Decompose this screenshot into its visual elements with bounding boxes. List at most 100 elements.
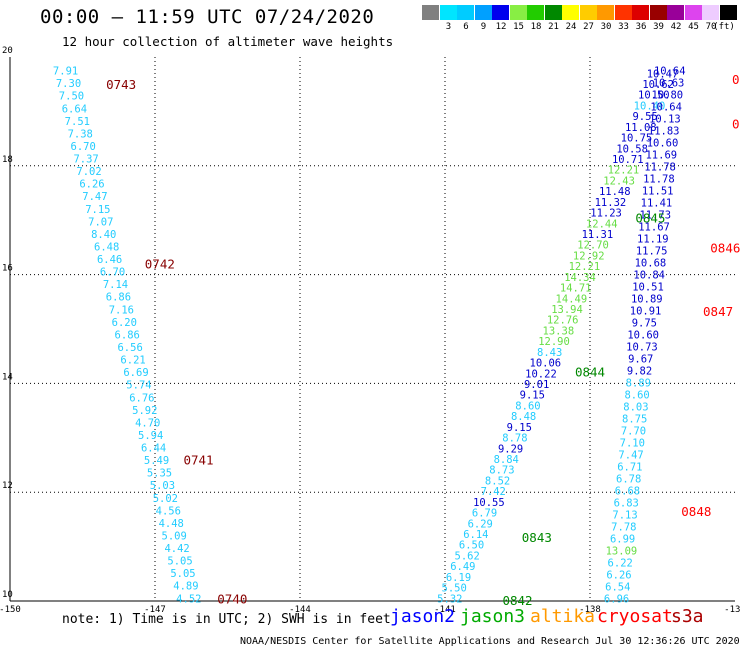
swh-value-label: 9.75 — [632, 317, 657, 329]
footnote: note: 1) Time is in UTC; 2) SWH is in fe… — [62, 612, 391, 627]
swh-value-label: 14.71 — [560, 283, 592, 295]
swh-value-label: 12.21 — [608, 165, 640, 177]
scale-swatch — [544, 5, 562, 20]
chart-subtitle: 12 hour collection of altimeter wave hei… — [62, 34, 394, 49]
swh-value-label: 10.22 — [525, 368, 557, 380]
swh-value-label: 11.41 — [641, 198, 673, 210]
scale-swatch — [702, 5, 719, 20]
swh-value-label: 6.86 — [106, 292, 131, 304]
pass-time-label: 0846 — [732, 116, 740, 131]
swh-value-label: 6.78 — [616, 473, 641, 485]
swh-value-label: 6.96 — [604, 593, 629, 605]
scale-label: 21 — [548, 22, 559, 32]
swh-value-label: 4.42 — [164, 543, 189, 555]
swh-value-label: 6.46 — [97, 254, 122, 266]
swh-value-label: 12.92 — [573, 250, 605, 262]
swh-value-label: 6.69 — [123, 367, 148, 379]
scale-swatch — [649, 5, 667, 20]
swh-value-label: 5.49 — [144, 455, 169, 467]
swh-value-label: 9.01 — [524, 379, 549, 391]
swh-value-label: 9.15 — [507, 422, 532, 434]
swh-value-label: 10.13 — [649, 114, 681, 126]
swh-value-label: 10.58 — [616, 143, 648, 155]
swh-value-label: 7.30 — [56, 78, 81, 90]
swh-value-label: 7.37 — [73, 154, 98, 166]
swh-value-label: 9.29 — [498, 443, 523, 455]
swh-value-label: 8.40 — [91, 229, 116, 241]
swh-value-label: 6.19 — [446, 572, 471, 584]
swh-value-label: 8.48 — [511, 411, 536, 423]
scale-label: 18 — [530, 22, 542, 32]
scale-swatch — [422, 5, 439, 20]
swh-value-label: 7.42 — [481, 486, 506, 498]
swh-value-label: 4.48 — [159, 518, 184, 530]
swh-value-label: 6.83 — [614, 497, 639, 509]
swh-value-label: 11.23 — [590, 208, 622, 220]
swh-value-label: 6.22 — [608, 557, 633, 569]
pass-time-label: 0843 — [522, 530, 552, 545]
swh-value-label: 8.78 — [502, 433, 527, 445]
scale-label: 15 — [513, 22, 524, 32]
swh-value-label: 11.19 — [637, 233, 669, 245]
swh-value-label: 10.55 — [473, 497, 505, 509]
swh-value-label: 10.63 — [653, 78, 685, 90]
swh-value-label: 8.52 — [485, 475, 510, 487]
swh-value-label: 6.56 — [117, 342, 142, 354]
legend-item-altika: altika — [530, 606, 596, 627]
x-tick-label: -141 — [434, 605, 456, 615]
swh-value-label: 10.62 — [642, 79, 674, 91]
swh-value-label: 11.48 — [599, 186, 631, 198]
swh-value-label: 6.50 — [459, 540, 484, 552]
swh-value-label: 6.21 — [120, 355, 145, 367]
swh-value-label: 8.03 — [623, 401, 648, 413]
scale-label: 33 — [618, 22, 629, 32]
swh-value-label: 11.51 — [642, 186, 674, 198]
swh-value-label: 9.82 — [627, 365, 652, 377]
swh-value-label: 5.92 — [132, 405, 157, 417]
swh-value-label: 7.91 — [53, 66, 78, 78]
scale-swatch — [509, 5, 527, 20]
y-tick-label: 14 — [2, 372, 13, 382]
swh-value-label: 6.54 — [605, 581, 630, 593]
scale-label: 30 — [600, 22, 612, 32]
swh-value-label: 10.51 — [632, 281, 664, 293]
swh-value-label: 11.78 — [643, 174, 675, 186]
swh-value-label: 4.70 — [135, 417, 160, 429]
scale-swatch — [632, 5, 649, 20]
swh-value-label: 6.76 — [129, 392, 154, 404]
x-tick-label: -147 — [144, 605, 166, 615]
swh-value-label: 5.02 — [153, 493, 178, 505]
swh-value-label: 5.03 — [150, 480, 175, 492]
swh-value-label: 11.08 — [625, 122, 657, 134]
swh-value-label: 7.07 — [88, 216, 113, 228]
swh-value-label: 6.44 — [141, 443, 166, 455]
scale-label: 24 — [565, 22, 577, 32]
swh-value-label: 10.68 — [635, 257, 667, 269]
swh-value-label: 6.26 — [79, 179, 104, 191]
swh-value-label: 7.10 — [620, 437, 645, 449]
pass-time-label: 0844 — [575, 364, 605, 379]
x-tick-label: -135 — [724, 605, 740, 615]
swh-value-label: 6.70 — [100, 267, 125, 279]
x-tick-label: -150 — [0, 605, 21, 615]
pass-time-label: 0845 — [732, 72, 740, 87]
swh-value-label: 10.84 — [633, 269, 665, 281]
scale-swatch — [457, 5, 474, 20]
swh-value-label: 8.43 — [537, 347, 562, 359]
scale-swatch — [684, 5, 702, 20]
scale-swatch — [527, 5, 544, 20]
swh-value-label: 12.44 — [586, 218, 618, 230]
time-labels: 0743 0742 0741 0740 0842 0843 0844 0845 0846 0845… — [106, 59, 740, 608]
legend-item-cryosat: cryosat — [597, 606, 673, 627]
swh-value-label: 7.47 — [618, 449, 643, 461]
swh-value-label: 8.60 — [624, 389, 649, 401]
swh-value-label: 10.91 — [630, 305, 662, 317]
swh-value-label: 10.60 — [647, 138, 679, 150]
swh-value-label: 14.34 — [564, 272, 596, 284]
swh-value-label: 7.13 — [612, 509, 637, 521]
swh-value-label: 8.89 — [626, 377, 651, 389]
swh-value-label: 6.70 — [71, 141, 96, 153]
scale-label: 12 — [495, 22, 507, 32]
swh-value-label: 6.79 — [472, 508, 497, 520]
y-tick-label: 12 — [2, 481, 13, 491]
